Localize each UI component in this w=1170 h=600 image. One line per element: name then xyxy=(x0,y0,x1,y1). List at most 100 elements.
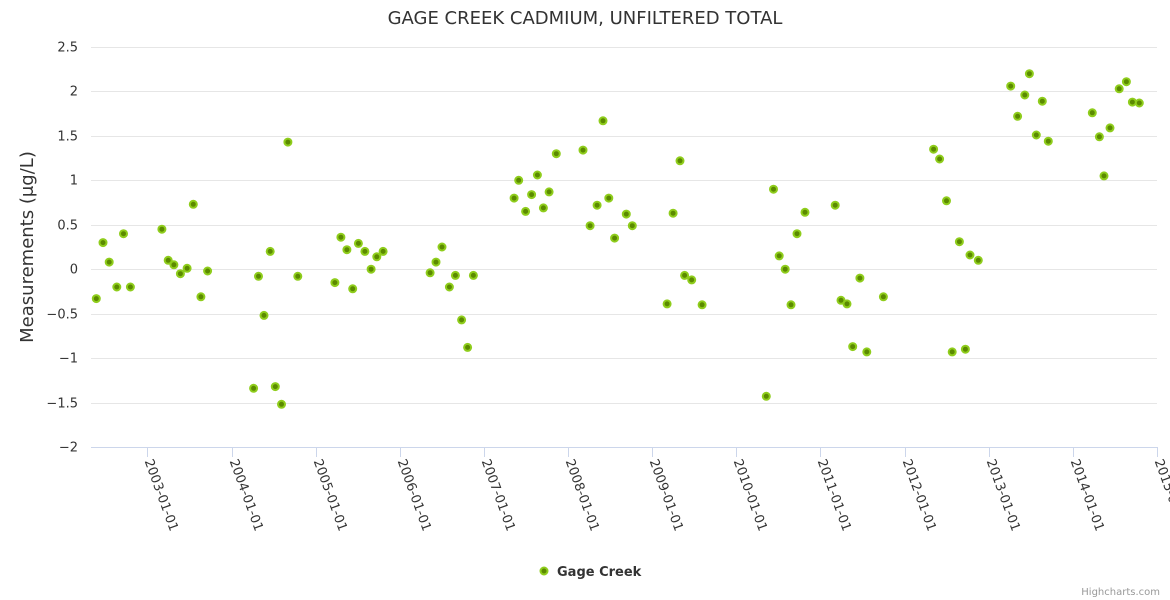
data-point xyxy=(1020,90,1030,100)
data-point xyxy=(1037,96,1047,106)
data-point xyxy=(468,270,478,280)
data-point xyxy=(265,246,275,256)
credits-link[interactable]: Highcharts.com xyxy=(1081,587,1160,598)
data-point xyxy=(604,193,614,203)
data-point xyxy=(360,246,370,256)
data-point xyxy=(514,175,524,185)
data-point xyxy=(1134,98,1144,108)
x-tick-label: 2010-01-01 xyxy=(730,457,770,533)
data-point xyxy=(169,260,179,270)
data-point xyxy=(627,221,637,231)
data-point xyxy=(1006,81,1016,91)
data-point xyxy=(662,299,672,309)
data-point xyxy=(463,342,473,352)
data-point xyxy=(353,238,363,248)
legend-label[interactable]: Gage Creek xyxy=(557,565,642,580)
y-axis-label: Measurements (μg/L) xyxy=(17,151,38,343)
data-point xyxy=(973,255,983,265)
x-axis-ticks: 2003-01-01 2004-01-01 2005-01-01 2006-01-01… xyxy=(141,447,1170,533)
y-tick-label: −0.5 xyxy=(46,308,78,323)
data-point xyxy=(544,187,554,197)
data-point xyxy=(855,273,865,283)
data-point xyxy=(960,344,970,354)
data-point xyxy=(585,221,595,231)
y-tick-label: 0.5 xyxy=(57,219,78,234)
data-point xyxy=(249,383,259,393)
data-point xyxy=(1094,132,1104,142)
x-tick-label: 2009-01-01 xyxy=(646,457,686,533)
data-point xyxy=(196,292,206,302)
data-point xyxy=(203,266,213,276)
data-point xyxy=(437,242,447,252)
data-point xyxy=(431,257,441,267)
data-point xyxy=(774,251,784,261)
data-point xyxy=(457,315,467,325)
data-point xyxy=(259,310,269,320)
x-tick-label: 2012-01-01 xyxy=(899,457,939,533)
x-tick-label: 2015-01-01 xyxy=(1151,457,1170,533)
data-point xyxy=(1043,136,1053,146)
data-point xyxy=(1121,77,1131,87)
data-point xyxy=(254,271,263,281)
y-tick-label: −2 xyxy=(59,441,78,456)
data-point xyxy=(444,282,454,292)
data-point xyxy=(521,206,531,216)
data-point xyxy=(342,245,352,255)
data-point xyxy=(366,264,376,274)
data-point xyxy=(1099,171,1109,181)
y-tick-label: 2 xyxy=(70,85,78,100)
x-tick-label: 2007-01-01 xyxy=(478,457,518,533)
data-point xyxy=(1114,84,1124,94)
x-tick-label: 2013-01-01 xyxy=(983,457,1023,533)
y-tick-label: 1 xyxy=(70,174,78,189)
data-point xyxy=(800,207,810,217)
data-point xyxy=(761,391,771,401)
data-point xyxy=(293,271,303,281)
data-point xyxy=(532,170,542,180)
data-point xyxy=(551,149,561,159)
x-tick-label: 2008-01-01 xyxy=(562,457,602,533)
x-tick-label: 2011-01-01 xyxy=(814,457,854,533)
data-point xyxy=(680,270,690,280)
y-tick-label: 2.5 xyxy=(57,41,78,56)
data-point xyxy=(929,144,939,154)
x-tick-label: 2005-01-01 xyxy=(310,457,350,533)
data-point xyxy=(175,269,185,279)
legend-marker-icon xyxy=(539,566,549,576)
data-point xyxy=(687,275,697,285)
y-tick-label: 0 xyxy=(70,263,78,278)
data-point xyxy=(1127,97,1137,107)
data-point xyxy=(769,184,778,194)
data-point xyxy=(112,282,122,292)
data-point xyxy=(786,300,796,310)
data-point xyxy=(348,284,358,294)
data-point xyxy=(283,137,293,147)
x-tick-label: 2003-01-01 xyxy=(141,457,181,533)
data-point xyxy=(1013,111,1023,121)
x-tick-label: 2014-01-01 xyxy=(1067,457,1107,533)
data-point xyxy=(830,200,840,210)
data-point xyxy=(188,199,198,209)
data-point xyxy=(378,246,388,256)
data-point xyxy=(527,190,537,200)
data-point xyxy=(965,250,975,260)
data-point xyxy=(91,294,101,304)
data-point xyxy=(119,229,128,239)
data-point xyxy=(538,203,548,213)
data-point xyxy=(125,282,135,292)
data-point xyxy=(878,292,888,302)
data-point xyxy=(848,342,858,352)
y-tick-label: −1.5 xyxy=(46,397,78,412)
legend[interactable]: Gage Creek xyxy=(539,565,642,580)
data-point xyxy=(1031,130,1041,140)
data-point xyxy=(1024,69,1034,79)
data-point xyxy=(330,278,340,288)
data-point xyxy=(509,193,519,203)
data-point xyxy=(425,268,435,278)
data-point xyxy=(610,233,620,243)
data-point xyxy=(1105,123,1115,133)
data-point xyxy=(780,264,790,274)
data-point xyxy=(578,145,588,155)
data-point xyxy=(450,270,460,280)
